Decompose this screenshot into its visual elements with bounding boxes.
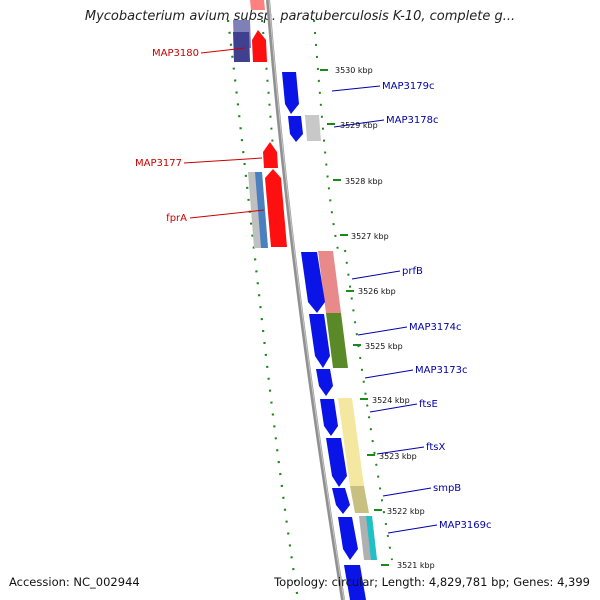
gene-map3174c[interactable] — [309, 314, 330, 368]
label-leader-map3169c — [387, 524, 438, 534]
label-leader-map3177 — [183, 157, 263, 164]
band-ftsE-ftsX — [338, 398, 364, 486]
band-map3178c — [305, 115, 321, 141]
inner-dotted-guide-right — [313, 19, 339, 251]
feature-bands — [233, 20, 377, 560]
gene-map3179c[interactable] — [282, 72, 299, 114]
forward-genes — [250, 0, 287, 247]
tick-label: 3526 kbp — [358, 287, 396, 296]
gene-label-map3174c[interactable]: MAP3174c — [409, 322, 461, 333]
gene-label-map3179c[interactable]: MAP3179c — [382, 81, 434, 92]
gene-label-fprA[interactable]: fprA — [166, 213, 187, 224]
tick-marks — [320, 69, 389, 566]
tick-label: 3521 kbp — [397, 561, 435, 570]
gene-map3178c[interactable] — [288, 116, 303, 142]
tick-label: 3527 kbp — [351, 232, 389, 241]
gene-label-smpB[interactable]: smpB — [433, 483, 461, 494]
gene-label-ftsX[interactable]: ftsX — [426, 442, 445, 453]
genome-summary-text: Topology: circular; Length: 4,829,781 bp… — [274, 575, 590, 589]
band-map3174c — [326, 313, 348, 368]
band-prfB — [318, 251, 341, 313]
gene-smpB[interactable] — [332, 488, 350, 514]
gene-label-map3180[interactable]: MAP3180 — [152, 48, 199, 59]
gene-top-red[interactable] — [250, 0, 265, 10]
genome-backbone — [266, 0, 345, 600]
gene-label-map3178c[interactable]: MAP3178c — [386, 115, 438, 126]
tick-label: 3522 kbp — [387, 507, 425, 516]
accession-text: Accession: NC_002944 — [9, 575, 140, 589]
reverse-gene-labels: MAP3179c MAP3178c prfB MAP3174c MAP3173c… — [331, 81, 491, 534]
gene-map3177[interactable] — [263, 142, 278, 168]
band-map3169c-teal — [366, 516, 377, 560]
map-title: Mycobacterium avium subsp. paratuberculo… — [84, 9, 516, 24]
gene-label-ftsE[interactable]: ftsE — [419, 399, 438, 410]
reverse-genes — [233, 32, 366, 600]
label-leader-prfB — [351, 270, 401, 280]
label-leader-fprA — [189, 209, 265, 219]
label-leader-map3180 — [200, 47, 246, 54]
gene-label-prfB[interactable]: prfB — [402, 266, 423, 277]
gene-ftsE[interactable] — [320, 399, 338, 436]
gene-ftsX[interactable] — [326, 438, 347, 487]
label-leader-smpB — [382, 487, 432, 497]
forward-gene-labels: MAP3180 MAP3177 fprA — [135, 47, 265, 224]
gene-fprA[interactable] — [265, 169, 287, 247]
label-leader-ftsE — [369, 403, 418, 413]
tick-label: 3523 kbp — [379, 452, 417, 461]
tick-label: 3529 kbp — [340, 121, 378, 130]
label-leader-map3174c — [357, 326, 408, 336]
gene-label-map3177[interactable]: MAP3177 — [135, 158, 182, 169]
tick-label: 3524 kbp — [372, 396, 410, 405]
tick-label: 3530 kbp — [335, 66, 373, 75]
label-leader-map3178c — [333, 119, 385, 128]
label-leader-map3173c — [364, 369, 414, 379]
gene-map3173c[interactable] — [316, 369, 333, 396]
tick-labels: 3530 kbp 3529 kbp 3528 kbp 3527 kbp 3526… — [335, 66, 435, 570]
gene-map3169c[interactable] — [338, 517, 358, 560]
tick-label: 3528 kbp — [345, 177, 383, 186]
gene-prfB[interactable] — [301, 252, 325, 313]
gene-bottom-blue[interactable] — [344, 565, 366, 600]
gene-map3180[interactable] — [252, 30, 267, 62]
gene-label-map3169c[interactable]: MAP3169c — [439, 520, 491, 531]
gene-label-map3173c[interactable]: MAP3173c — [415, 365, 467, 376]
band-smpB — [350, 486, 369, 513]
outer-dotted-guide-left — [226, 19, 300, 600]
label-leader-map3179c — [331, 85, 381, 92]
genome-backbone-highlight — [268, 0, 345, 600]
label-leader-ftsX — [376, 446, 425, 455]
gene-map3180-blue[interactable] — [233, 32, 250, 62]
tick-label: 3525 kbp — [365, 342, 403, 351]
